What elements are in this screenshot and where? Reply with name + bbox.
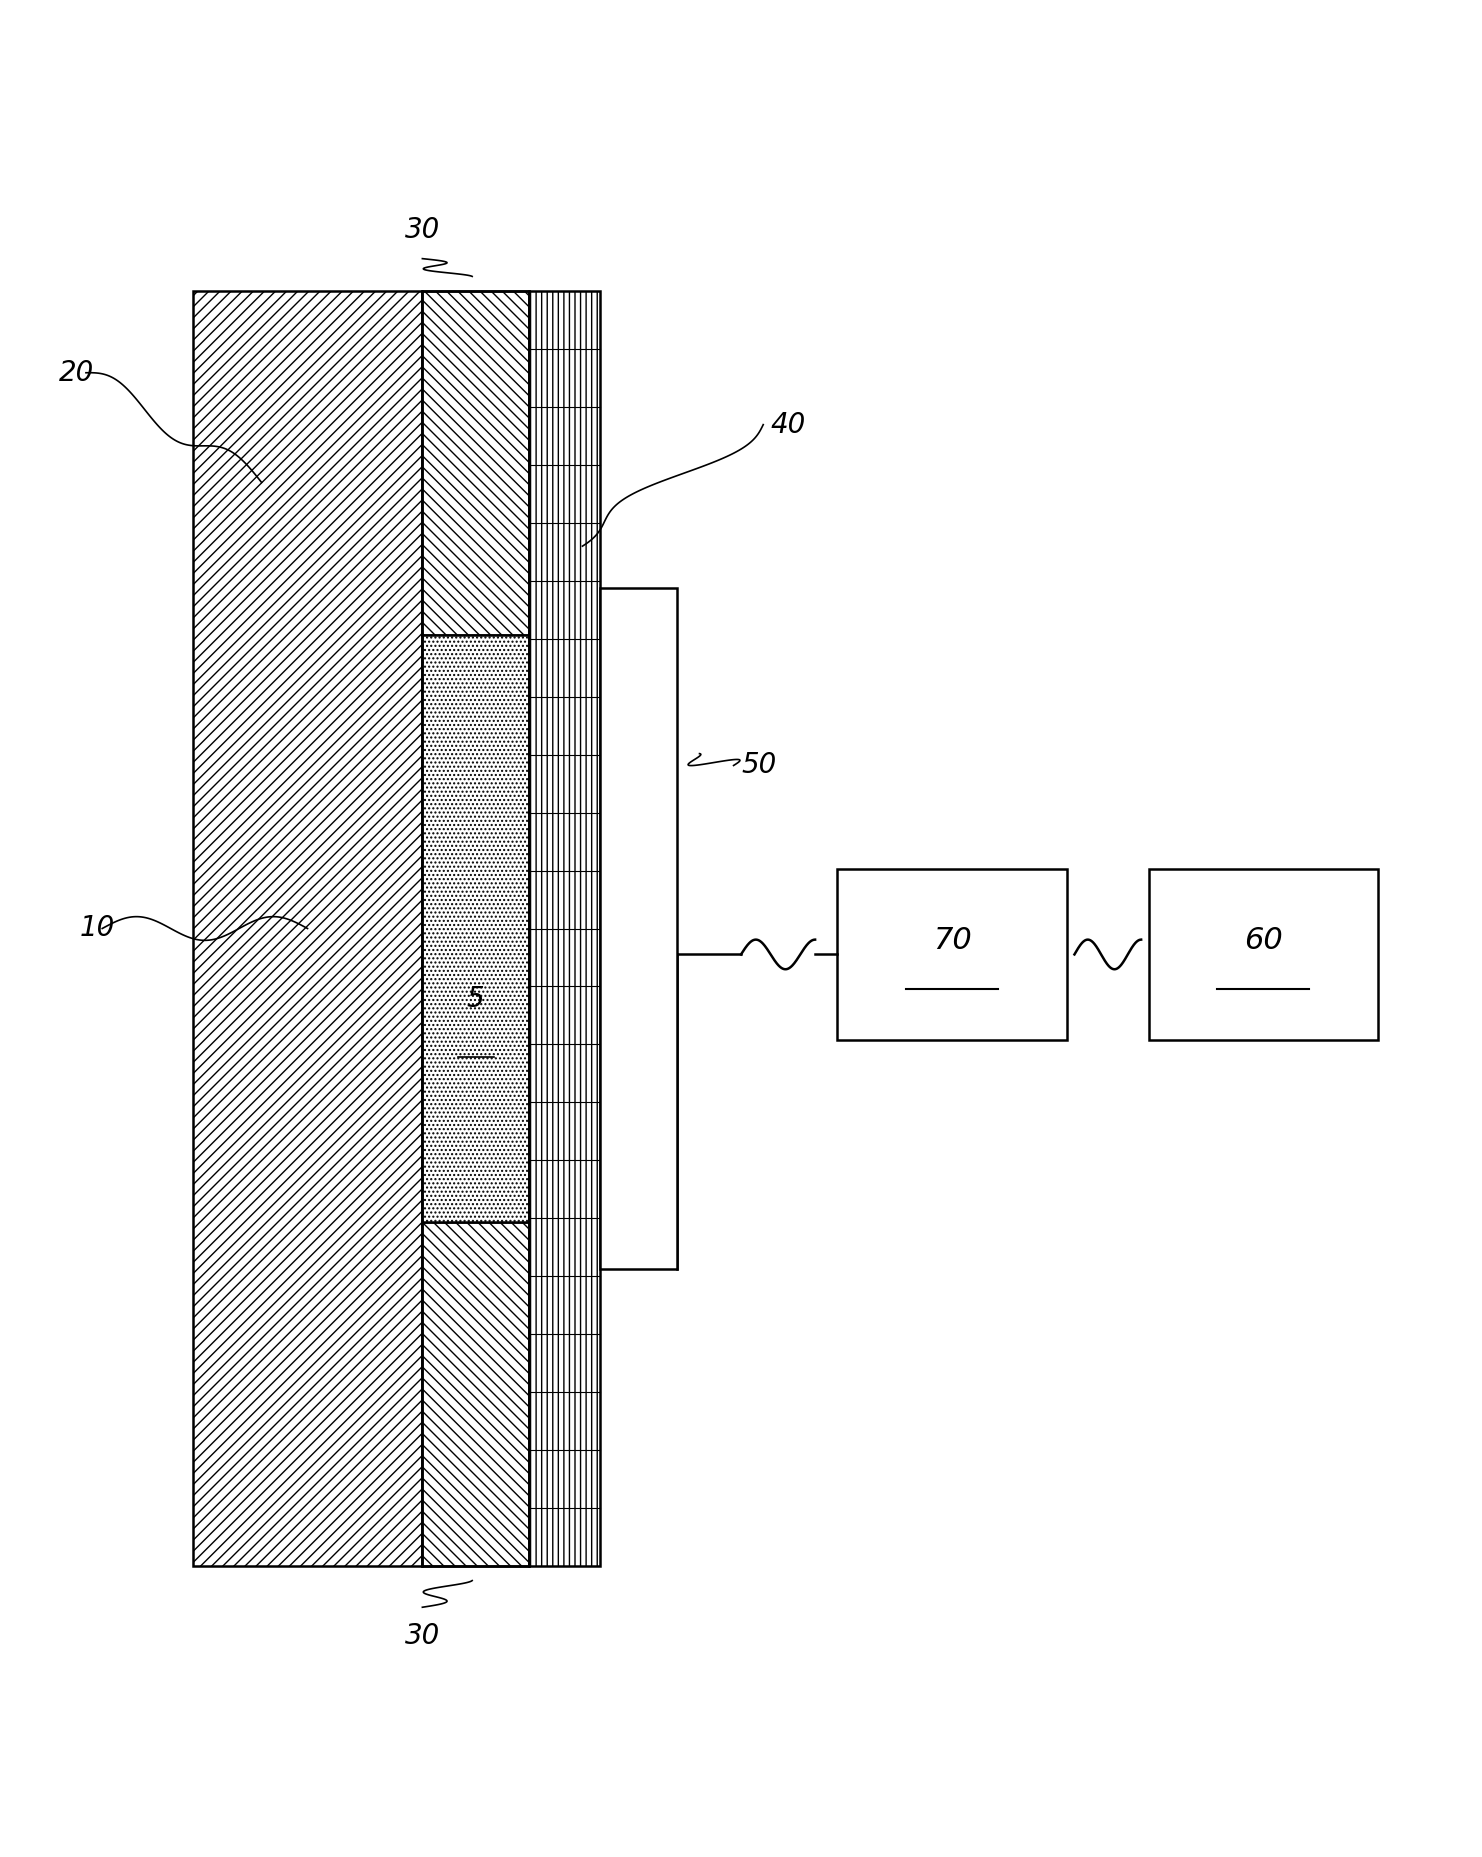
Text: 40: 40 <box>771 410 806 438</box>
Bar <box>422 1222 529 1565</box>
Text: 30: 30 <box>405 215 440 243</box>
Text: 70: 70 <box>932 927 972 954</box>
Bar <box>193 292 422 1565</box>
Text: 10: 10 <box>80 914 116 943</box>
Text: 50: 50 <box>741 752 777 780</box>
Bar <box>600 587 677 1270</box>
Bar <box>422 635 529 1222</box>
Bar <box>837 869 1067 1040</box>
Bar <box>1149 869 1378 1040</box>
Bar <box>422 292 529 635</box>
Text: 5: 5 <box>467 984 485 1012</box>
Text: 30: 30 <box>405 1621 440 1651</box>
Text: 20: 20 <box>59 358 95 386</box>
Text: 60: 60 <box>1243 927 1283 954</box>
Bar <box>529 292 600 1565</box>
Bar <box>422 292 529 1565</box>
